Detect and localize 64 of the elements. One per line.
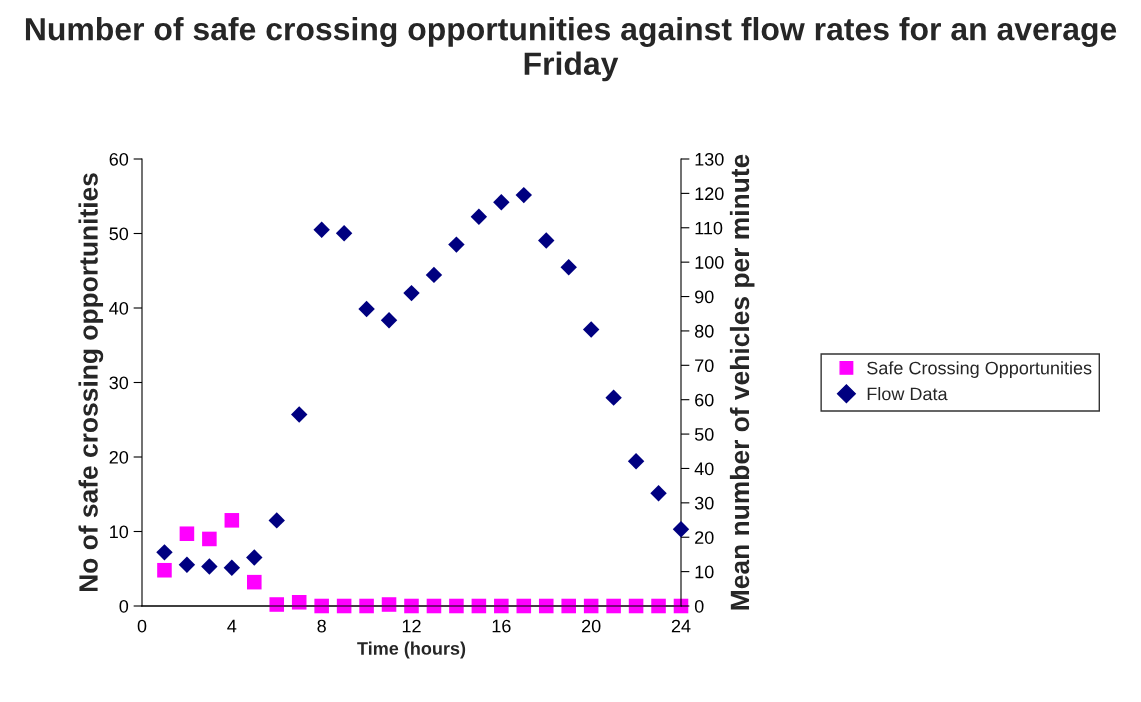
point	[582, 321, 600, 338]
y2-tick-label: 50	[694, 428, 714, 441]
point	[269, 597, 285, 612]
point	[605, 389, 622, 406]
point	[358, 300, 375, 318]
point	[493, 194, 510, 211]
point	[178, 556, 196, 573]
y-tick-label: 10	[110, 525, 129, 539]
point	[538, 232, 555, 249]
point	[290, 406, 308, 423]
y2-tick-label: 20	[695, 531, 714, 544]
point	[425, 266, 443, 284]
chart-title: Number of safe crossing opportunities against flow rates for an average Friday	[25, 16, 1117, 82]
y2-tick-label: 0	[694, 599, 704, 613]
x-tick-label: 12	[402, 619, 421, 633]
point	[650, 485, 667, 502]
point	[627, 453, 645, 470]
point	[224, 513, 240, 528]
x-tick-label: 20	[582, 619, 601, 633]
point	[560, 259, 577, 276]
y2-tick-label: 10	[695, 565, 714, 579]
y2-tick-label: 70	[695, 359, 714, 373]
y2-tick-label: 100	[695, 256, 724, 269]
legend-label: Flow Data	[867, 387, 948, 401]
point	[268, 512, 285, 529]
x-tick-label: 4	[227, 619, 237, 633]
point	[515, 186, 533, 204]
y2-tick-label: 120	[695, 187, 724, 201]
y-tick-label: 40	[109, 301, 129, 315]
x-tick-label: 8	[317, 619, 326, 633]
y2-tick-label: 110	[695, 221, 723, 235]
point	[313, 221, 330, 239]
point	[223, 559, 241, 577]
y2-tick-label: 30	[694, 496, 714, 510]
y-tick-label: 50	[109, 227, 129, 241]
point	[179, 526, 195, 542]
y-tick-label: 0	[119, 599, 129, 613]
y-tick-label: 30	[109, 376, 129, 390]
point	[202, 531, 217, 547]
x-tick-label: 0	[137, 619, 147, 633]
x-axis-title: Time (hours)	[357, 641, 466, 659]
point	[335, 225, 353, 242]
x-tick-label: 24	[671, 619, 691, 633]
point	[157, 562, 172, 578]
point	[672, 521, 690, 538]
point	[156, 544, 173, 561]
x-tick-label: 16	[492, 619, 511, 633]
y-tick-label: 60	[109, 152, 129, 166]
point	[470, 208, 488, 225]
point	[403, 284, 420, 302]
y2-axis-title: Mean number of vehicles per minute	[729, 154, 755, 610]
point	[380, 312, 398, 329]
y2-tick-label: 80	[694, 324, 714, 338]
legend-label: Safe Crossing Opportunities	[867, 361, 1092, 378]
y2-tick-label: 130	[695, 152, 724, 166]
y2-tick-label: 40	[694, 462, 714, 476]
point	[201, 558, 218, 575]
point	[448, 236, 465, 253]
y-tick-label: 20	[109, 450, 129, 464]
y-axis-title: No of safe crossing opportunities	[78, 173, 104, 592]
point	[247, 574, 262, 590]
y2-tick-label: 60	[695, 393, 714, 407]
point	[246, 549, 263, 566]
y2-tick-label: 90	[695, 290, 714, 304]
